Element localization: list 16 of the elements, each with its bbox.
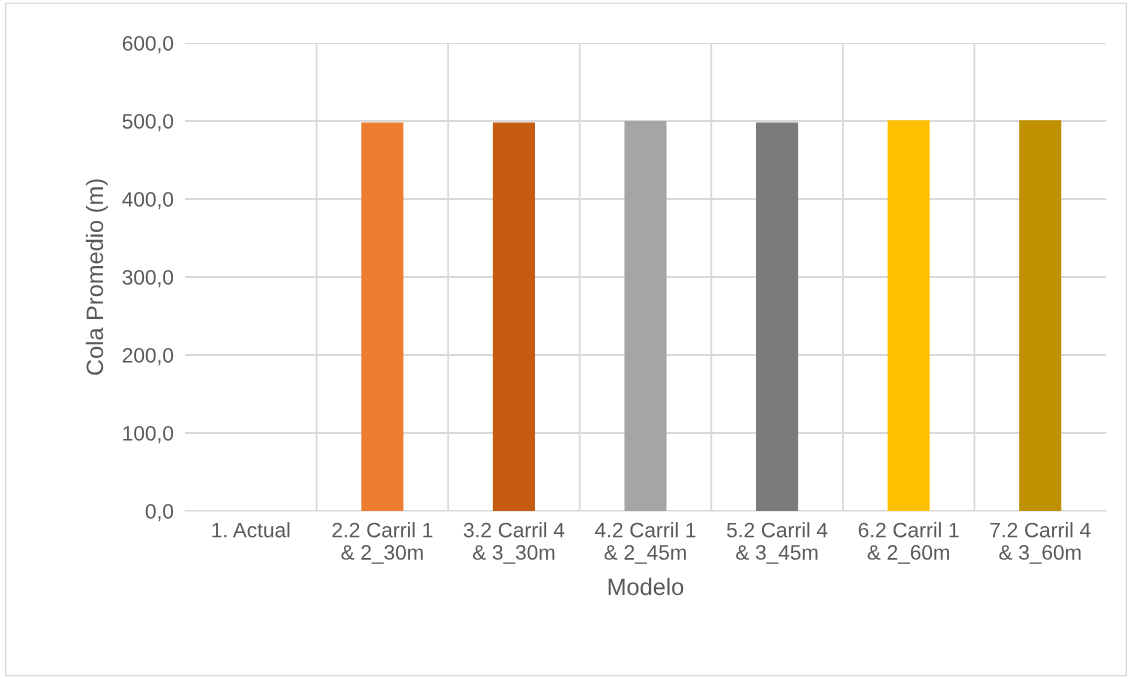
y-tick-label: 500,0 (122, 114, 174, 132)
y-tick-label: 600,0 (122, 36, 174, 54)
x-tick-label: 2.2 Carril 1 & 2_30m (332, 522, 433, 564)
x-tick-label: 7.2 Carril 4 & 3_60m (990, 522, 1091, 564)
y-tick-label: 0,0 (145, 504, 174, 522)
y-tick-label: 400,0 (122, 192, 174, 210)
y-tick-label: 100,0 (123, 426, 174, 444)
y-tick-label: 200,0 (122, 348, 174, 366)
x-axis-title: Modelo (608, 577, 684, 596)
y-axis-title: Cola Promedio (m) (85, 179, 108, 375)
x-tick-label: 4.2 Carril 1 & 2_45m (595, 522, 696, 564)
x-tick-label: 5.2 Carril 4 & 3_45m (726, 522, 828, 564)
x-tick-label: 1. Actual (212, 522, 290, 538)
x-tick-label: 6.2 Carril 1 & 2_60m (858, 522, 959, 564)
y-tick-label: 300,0 (122, 270, 174, 288)
x-tick-label: 3.2 Carril 4 & 3_30m (463, 522, 565, 564)
